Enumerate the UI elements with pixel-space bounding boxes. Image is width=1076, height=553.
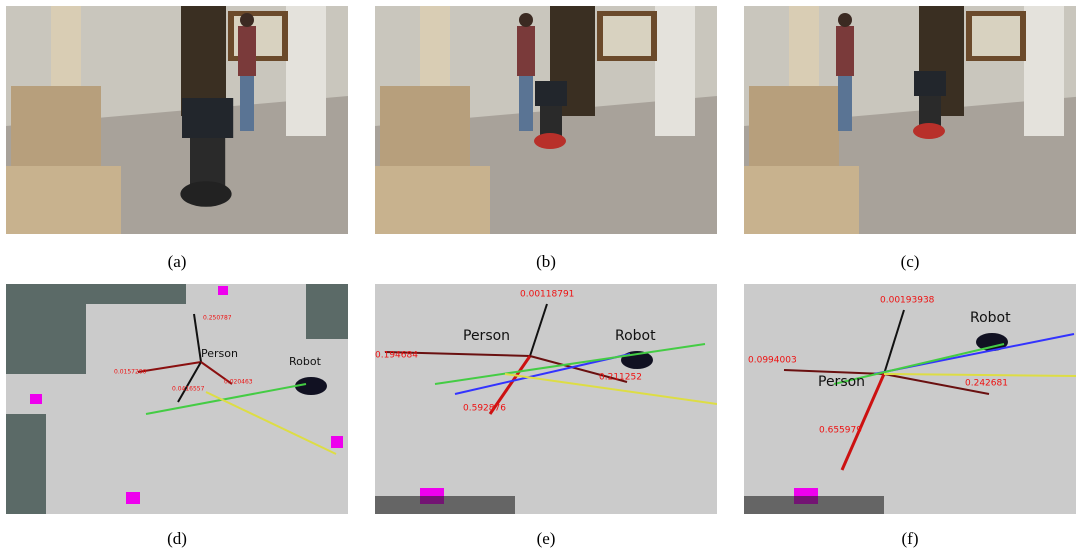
map-unknown <box>6 414 46 514</box>
box-bottom <box>744 166 859 234</box>
panel-image: 0.250787 Person Robot 0.0157200 0.020463 0.04… <box>6 284 348 514</box>
map-unknown <box>86 284 186 304</box>
panel-image <box>744 6 1076 234</box>
map-unknown <box>306 284 348 339</box>
vector-label: Robot <box>970 310 1011 326</box>
vector-label: 0.194684 <box>375 351 418 361</box>
box-bottom <box>6 166 121 234</box>
panel-image: 0.00193938 Robot 0.0994003 Person 0.242681 0.… <box>744 284 1076 514</box>
vector-label: 0.0157200 <box>114 369 147 376</box>
vector-label: Robot <box>615 328 656 344</box>
vector-label: 0.00193938 <box>880 296 935 306</box>
pillar <box>1024 6 1064 136</box>
vector-label: 0.00118791 <box>520 290 574 300</box>
vector-label: Person <box>201 347 238 360</box>
vector-label: 0.0416557 <box>172 386 205 393</box>
panel-caption: (c) <box>901 252 920 271</box>
person-body <box>517 26 535 76</box>
marker <box>218 286 228 295</box>
robot-base <box>180 181 231 207</box>
vector-label: Robot <box>289 355 322 368</box>
panel-image <box>375 6 717 234</box>
person-legs <box>838 76 852 131</box>
pillar <box>655 6 695 136</box>
vector-label: 0.655979 <box>819 426 862 436</box>
vector-label: 0.020463 <box>224 379 253 386</box>
person-legs <box>519 76 533 131</box>
vector-label: Person <box>818 374 865 390</box>
person-head <box>838 13 852 27</box>
person-head <box>240 13 254 27</box>
panel-caption: (b) <box>536 252 556 271</box>
panel-caption: (e) <box>537 529 556 548</box>
map-free <box>375 284 717 514</box>
robot-base <box>534 133 566 149</box>
person-legs <box>240 76 254 131</box>
laptop <box>914 71 946 96</box>
person-body <box>836 26 854 76</box>
marker <box>126 492 140 504</box>
laptop <box>182 98 233 138</box>
person-body <box>238 26 256 76</box>
vector-label: 0.211252 <box>599 373 642 383</box>
panel-image <box>6 6 348 234</box>
panel-image: 0.00118791 Person Robot 0.194684 0.211252 0.5… <box>375 284 717 514</box>
pillar <box>286 6 326 136</box>
panel-caption: (d) <box>167 529 187 548</box>
notice-paper <box>972 16 1020 56</box>
map-wall <box>744 496 884 514</box>
map-unknown <box>6 284 86 374</box>
vector-label: 0.242681 <box>965 379 1008 389</box>
map-free <box>744 284 1076 514</box>
panel-caption: (a) <box>168 252 187 271</box>
notice-paper <box>603 16 651 56</box>
person-head <box>519 13 533 27</box>
panel-caption: (f) <box>902 529 919 548</box>
vector-label: 0.592876 <box>463 404 506 414</box>
robot-base <box>913 123 945 139</box>
panel-board <box>420 6 450 86</box>
vector-label: 0.0994003 <box>748 356 797 366</box>
vector-label: 0.250787 <box>203 315 232 322</box>
panel-board <box>51 6 81 86</box>
marker <box>331 436 343 448</box>
laptop <box>535 81 567 106</box>
box-bottom <box>375 166 490 234</box>
map-wall <box>375 496 515 514</box>
figure: (a) (b) (c) 0.250787 Person Robot 0.0157200 0.0… <box>0 0 1076 548</box>
vector-label: Person <box>463 328 510 344</box>
panel-board <box>789 6 819 86</box>
marker <box>30 394 42 404</box>
